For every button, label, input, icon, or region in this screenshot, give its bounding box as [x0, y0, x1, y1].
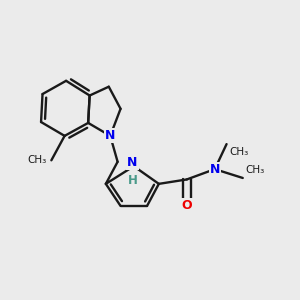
Text: H: H	[128, 174, 137, 187]
Text: CH₃: CH₃	[230, 147, 249, 157]
Text: CH₃: CH₃	[28, 155, 47, 165]
Text: O: O	[182, 200, 192, 212]
Text: CH₃: CH₃	[246, 165, 265, 175]
Text: N: N	[210, 163, 220, 176]
Text: N: N	[127, 156, 137, 169]
Text: N: N	[105, 129, 116, 142]
